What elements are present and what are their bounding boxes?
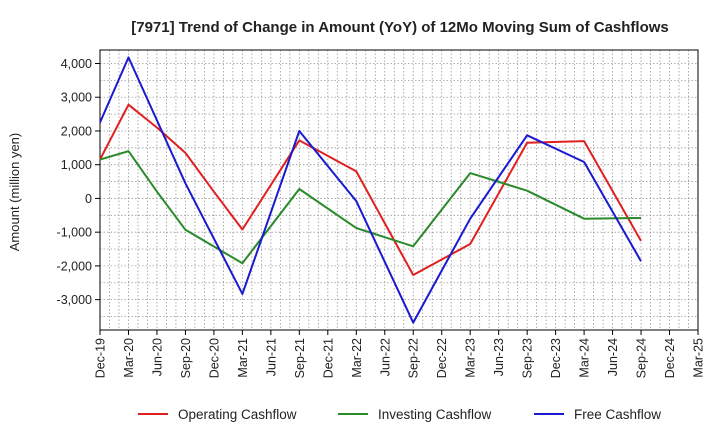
x-tick-label: Dec-23 (549, 338, 563, 378)
x-tick-label: Mar-20 (122, 338, 136, 378)
series-line-operating-cashflow (99, 103, 642, 276)
y-tick-label: -2,000 (57, 259, 92, 273)
x-tick-label: Sep-23 (521, 338, 535, 378)
y-tick-label: 0 (85, 192, 92, 206)
x-tick-label: Mar-21 (236, 338, 250, 378)
gridlines (99, 50, 699, 330)
legend: Operating Cashflow Investing Cashflow Free… (138, 407, 661, 422)
x-tick-label: Dec-22 (435, 338, 449, 378)
legend-label: Investing Cashflow (378, 407, 492, 422)
x-tick-label: Jun-22 (378, 338, 392, 376)
y-tick-label: 2,000 (61, 124, 92, 138)
x-tick-label: Mar-24 (578, 338, 592, 378)
plot-frame (99, 49, 699, 331)
series-lines (99, 56, 642, 324)
x-tick-label: Dec-19 (94, 338, 108, 378)
legend-label: Operating Cashflow (178, 407, 297, 422)
x-tick-label: Jun-21 (264, 338, 278, 376)
y-tick-label: 1,000 (61, 158, 92, 172)
y-ticks: 4,000 3,000 2,000 1,000 0 -1,000 -2,000 -3,000 (57, 57, 100, 307)
x-tick-label: Mar-23 (464, 338, 478, 378)
x-tick-label: Sep-22 (407, 338, 421, 378)
x-tick-label: Sep-24 (635, 338, 649, 378)
x-tick-label: Sep-20 (179, 338, 193, 378)
x-tick-label: Jun-23 (492, 338, 506, 376)
y-axis-label: Amount (million yen) (7, 133, 22, 252)
x-tick-label: Mar-22 (350, 338, 364, 378)
y-tick-label: 4,000 (61, 57, 92, 71)
series-line-investing-cashflow (99, 150, 642, 265)
x-tick-label: Jun-20 (150, 338, 164, 376)
y-tick-label: -1,000 (57, 226, 92, 240)
x-tick-label: Mar-25 (692, 338, 706, 378)
x-tick-label: Jun-24 (606, 338, 620, 376)
x-ticks: Dec-19 Mar-20 Jun-20 Sep-20 Dec-20 Mar-21 Jun-… (94, 330, 706, 378)
chart-title: [7971] Trend of Change in Amount (YoY) o… (131, 19, 669, 36)
y-tick-label: 3,000 (61, 91, 92, 105)
y-tick-label: -3,000 (57, 293, 92, 307)
legend-label: Free Cashflow (574, 407, 661, 422)
x-tick-label: Dec-20 (207, 338, 221, 378)
series-line-free-cashflow (99, 56, 642, 324)
x-tick-label: Sep-21 (293, 338, 307, 378)
x-tick-label: Dec-24 (663, 338, 677, 378)
x-tick-label: Dec-21 (321, 338, 335, 378)
